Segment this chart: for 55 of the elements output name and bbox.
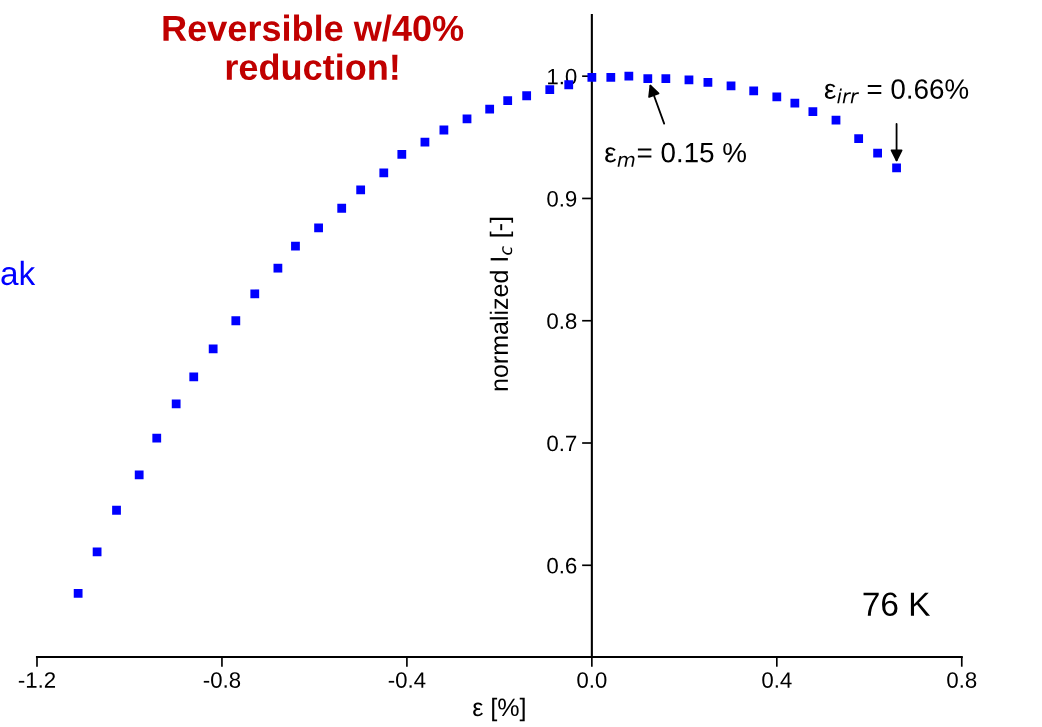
point bbox=[873, 148, 882, 158]
point bbox=[73, 589, 83, 598]
point bbox=[892, 163, 901, 173]
point bbox=[231, 316, 241, 326]
x-tick-label: 0.4 bbox=[762, 672, 792, 688]
point bbox=[485, 104, 495, 114]
point bbox=[703, 77, 713, 87]
x-axis-title: ε [%] bbox=[473, 697, 525, 722]
x-tick-label: 0.0 bbox=[577, 672, 607, 688]
point bbox=[503, 96, 513, 106]
point bbox=[831, 115, 841, 125]
point bbox=[273, 263, 283, 273]
point bbox=[112, 505, 121, 515]
point bbox=[314, 223, 323, 233]
point bbox=[291, 241, 300, 251]
point bbox=[189, 372, 199, 382]
point bbox=[250, 289, 260, 299]
y-axis-title: normalized I$_{c}$ [-] bbox=[489, 217, 514, 391]
point bbox=[397, 150, 407, 159]
x-tick-label: -0.8 bbox=[203, 672, 241, 688]
y-tick-label: 0.6 bbox=[547, 557, 577, 574]
x-tick-label: -1.2 bbox=[18, 672, 56, 688]
point bbox=[587, 73, 597, 82]
annotation: ε$_{irr}$ = 0.66% bbox=[824, 79, 969, 104]
point bbox=[134, 470, 144, 480]
point bbox=[808, 107, 818, 117]
point bbox=[661, 74, 671, 84]
annotation: ε$_{m}$= 0.15 % bbox=[605, 142, 746, 167]
point bbox=[420, 137, 430, 147]
y-tick-label: 0.8 bbox=[547, 313, 577, 330]
annotation: Reversible w/40% reduction! bbox=[163, 14, 464, 81]
point bbox=[356, 185, 366, 195]
point bbox=[643, 74, 653, 84]
point bbox=[545, 85, 555, 95]
point bbox=[92, 547, 102, 557]
point bbox=[684, 75, 694, 85]
text: ak bbox=[1, 260, 36, 286]
point bbox=[208, 344, 218, 354]
point bbox=[772, 92, 782, 102]
point bbox=[152, 433, 162, 443]
x-tick-label: 0.8 bbox=[947, 672, 977, 688]
point bbox=[337, 203, 347, 213]
point bbox=[854, 134, 864, 143]
point bbox=[606, 73, 616, 82]
point bbox=[439, 125, 449, 135]
point bbox=[624, 71, 634, 81]
point bbox=[749, 86, 759, 96]
point bbox=[171, 399, 181, 409]
point bbox=[522, 91, 532, 101]
annotation: 76 K bbox=[863, 592, 931, 616]
y-tick-label: 0.7 bbox=[547, 435, 577, 452]
y-tick-label: 0.9 bbox=[547, 191, 577, 207]
point bbox=[790, 98, 800, 108]
point bbox=[379, 168, 389, 178]
x-tick-label: -0.4 bbox=[388, 672, 426, 688]
